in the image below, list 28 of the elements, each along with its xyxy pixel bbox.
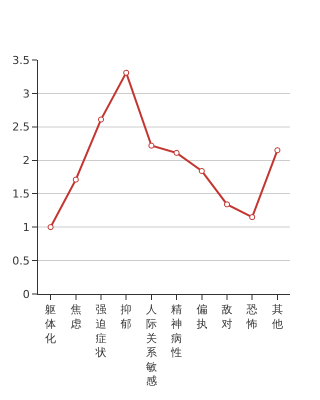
y-tick-label: 2 (22, 154, 30, 168)
point (174, 150, 180, 156)
x-tick-label: 偏执 (196, 303, 208, 330)
point (98, 116, 104, 122)
x-tick-label: 强迫症状 (94, 303, 106, 360)
y-tick-label: 0 (22, 288, 30, 301)
point (48, 224, 54, 230)
point (249, 214, 256, 220)
x-tick-label: 其他 (272, 303, 283, 330)
x-tick-label: 敌对 (222, 303, 232, 330)
point (274, 147, 280, 154)
y-tick-label: 2.5 (12, 120, 30, 134)
x-tick-label: 焦虑 (70, 303, 82, 330)
x-tick-label: 抑郁 (120, 303, 132, 330)
x-tick-label: 精神病性 (170, 303, 182, 360)
point (72, 176, 79, 183)
x-tick-label: 躯体化 (45, 303, 56, 345)
point (123, 70, 130, 76)
point (148, 142, 154, 149)
point (224, 201, 230, 208)
y-tick-label: 1 (22, 220, 30, 234)
y-tick-label: 1.5 (12, 188, 30, 201)
y-tick-label: 3 (22, 87, 30, 100)
x-tick-label: 人际关系敏感 (146, 303, 157, 388)
point (198, 168, 205, 174)
y-tick-label: 3.5 (12, 54, 30, 67)
y-tick-label: 0.5 (12, 254, 30, 268)
x-tick-label: 恐怖 (246, 303, 258, 330)
